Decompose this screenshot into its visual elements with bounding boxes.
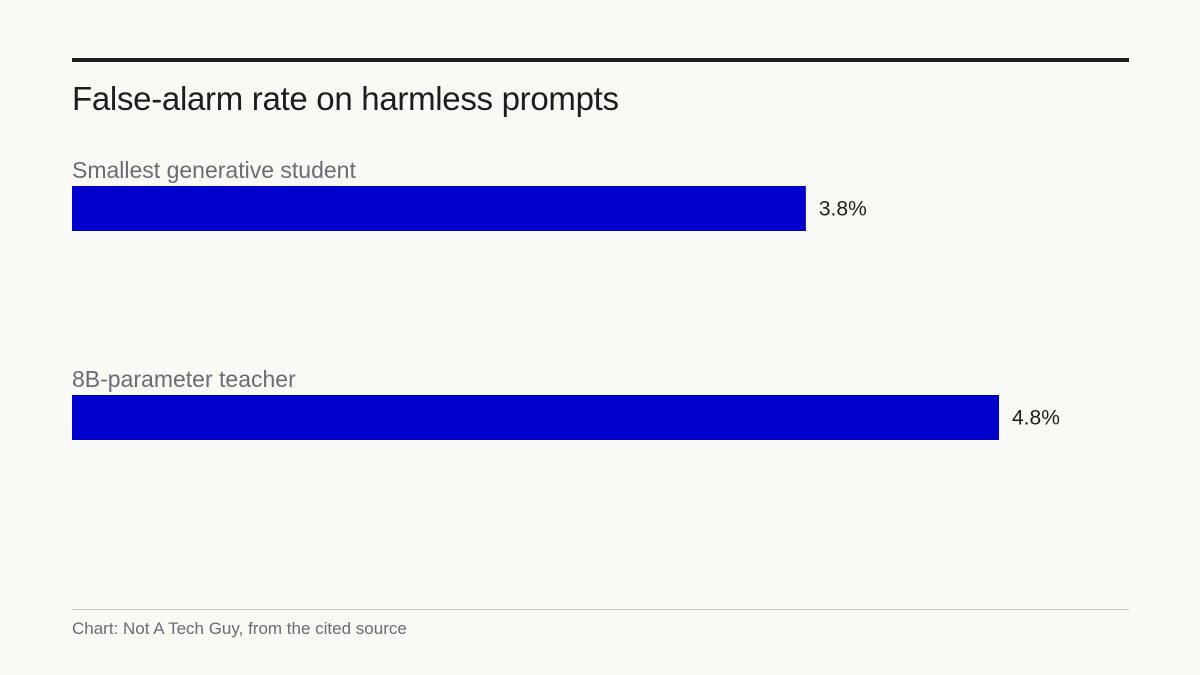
category-label: Smallest generative student (72, 157, 356, 183)
top-rule (72, 58, 1129, 62)
category-label: 8B-parameter teacher (72, 366, 296, 392)
bottom-rule (72, 609, 1129, 610)
bar (72, 186, 806, 231)
chart-title: False-alarm rate on harmless prompts (72, 80, 619, 117)
bar (72, 395, 999, 440)
source-note: Chart: Not A Tech Guy, from the cited so… (72, 619, 407, 638)
value-label: 4.8% (1012, 407, 1060, 430)
value-label: 3.8% (819, 198, 867, 221)
